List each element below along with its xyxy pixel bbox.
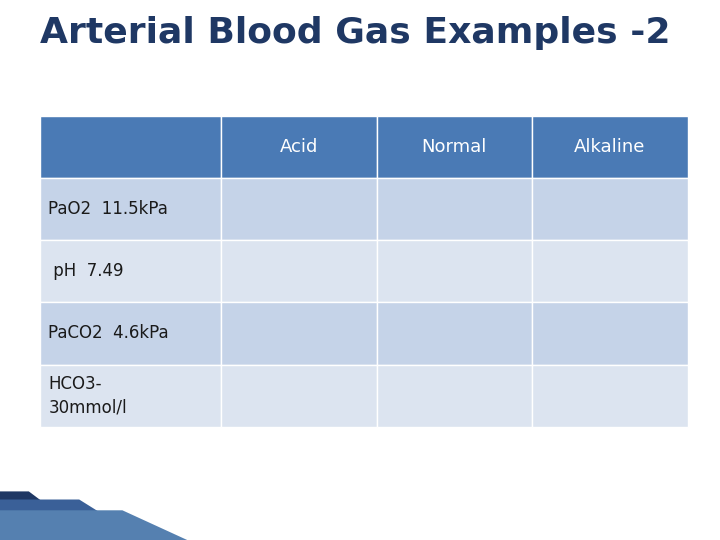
Bar [40,302,221,364]
Bar [221,364,377,427]
Text: Alkaline: Alkaline [574,138,646,156]
Bar [221,240,377,302]
Bar [532,302,688,364]
Text: Arterial Blood Gas Examples -2: Arterial Blood Gas Examples -2 [40,16,670,50]
Bar [221,116,377,178]
Bar [532,116,688,178]
Text: pH  7.49: pH 7.49 [48,262,124,280]
Bar [40,178,221,240]
Bar [40,364,221,427]
Bar [40,116,221,178]
Text: PaCO2  4.6kPa: PaCO2 4.6kPa [48,325,169,342]
Bar [40,240,221,302]
Polygon shape [0,500,144,540]
Bar [377,302,532,364]
Text: Normal: Normal [422,138,487,156]
Text: PaO2  11.5kPa: PaO2 11.5kPa [48,200,168,218]
Bar [532,240,688,302]
Polygon shape [0,491,94,540]
Text: HCO3-
30mmol/l: HCO3- 30mmol/l [48,375,127,416]
Bar [221,178,377,240]
Bar [377,116,532,178]
Bar [377,364,532,427]
Bar [221,302,377,364]
Polygon shape [0,510,187,540]
Bar [377,178,532,240]
Bar [377,240,532,302]
Bar [532,364,688,427]
Text: Acid: Acid [279,138,318,156]
Bar [532,178,688,240]
